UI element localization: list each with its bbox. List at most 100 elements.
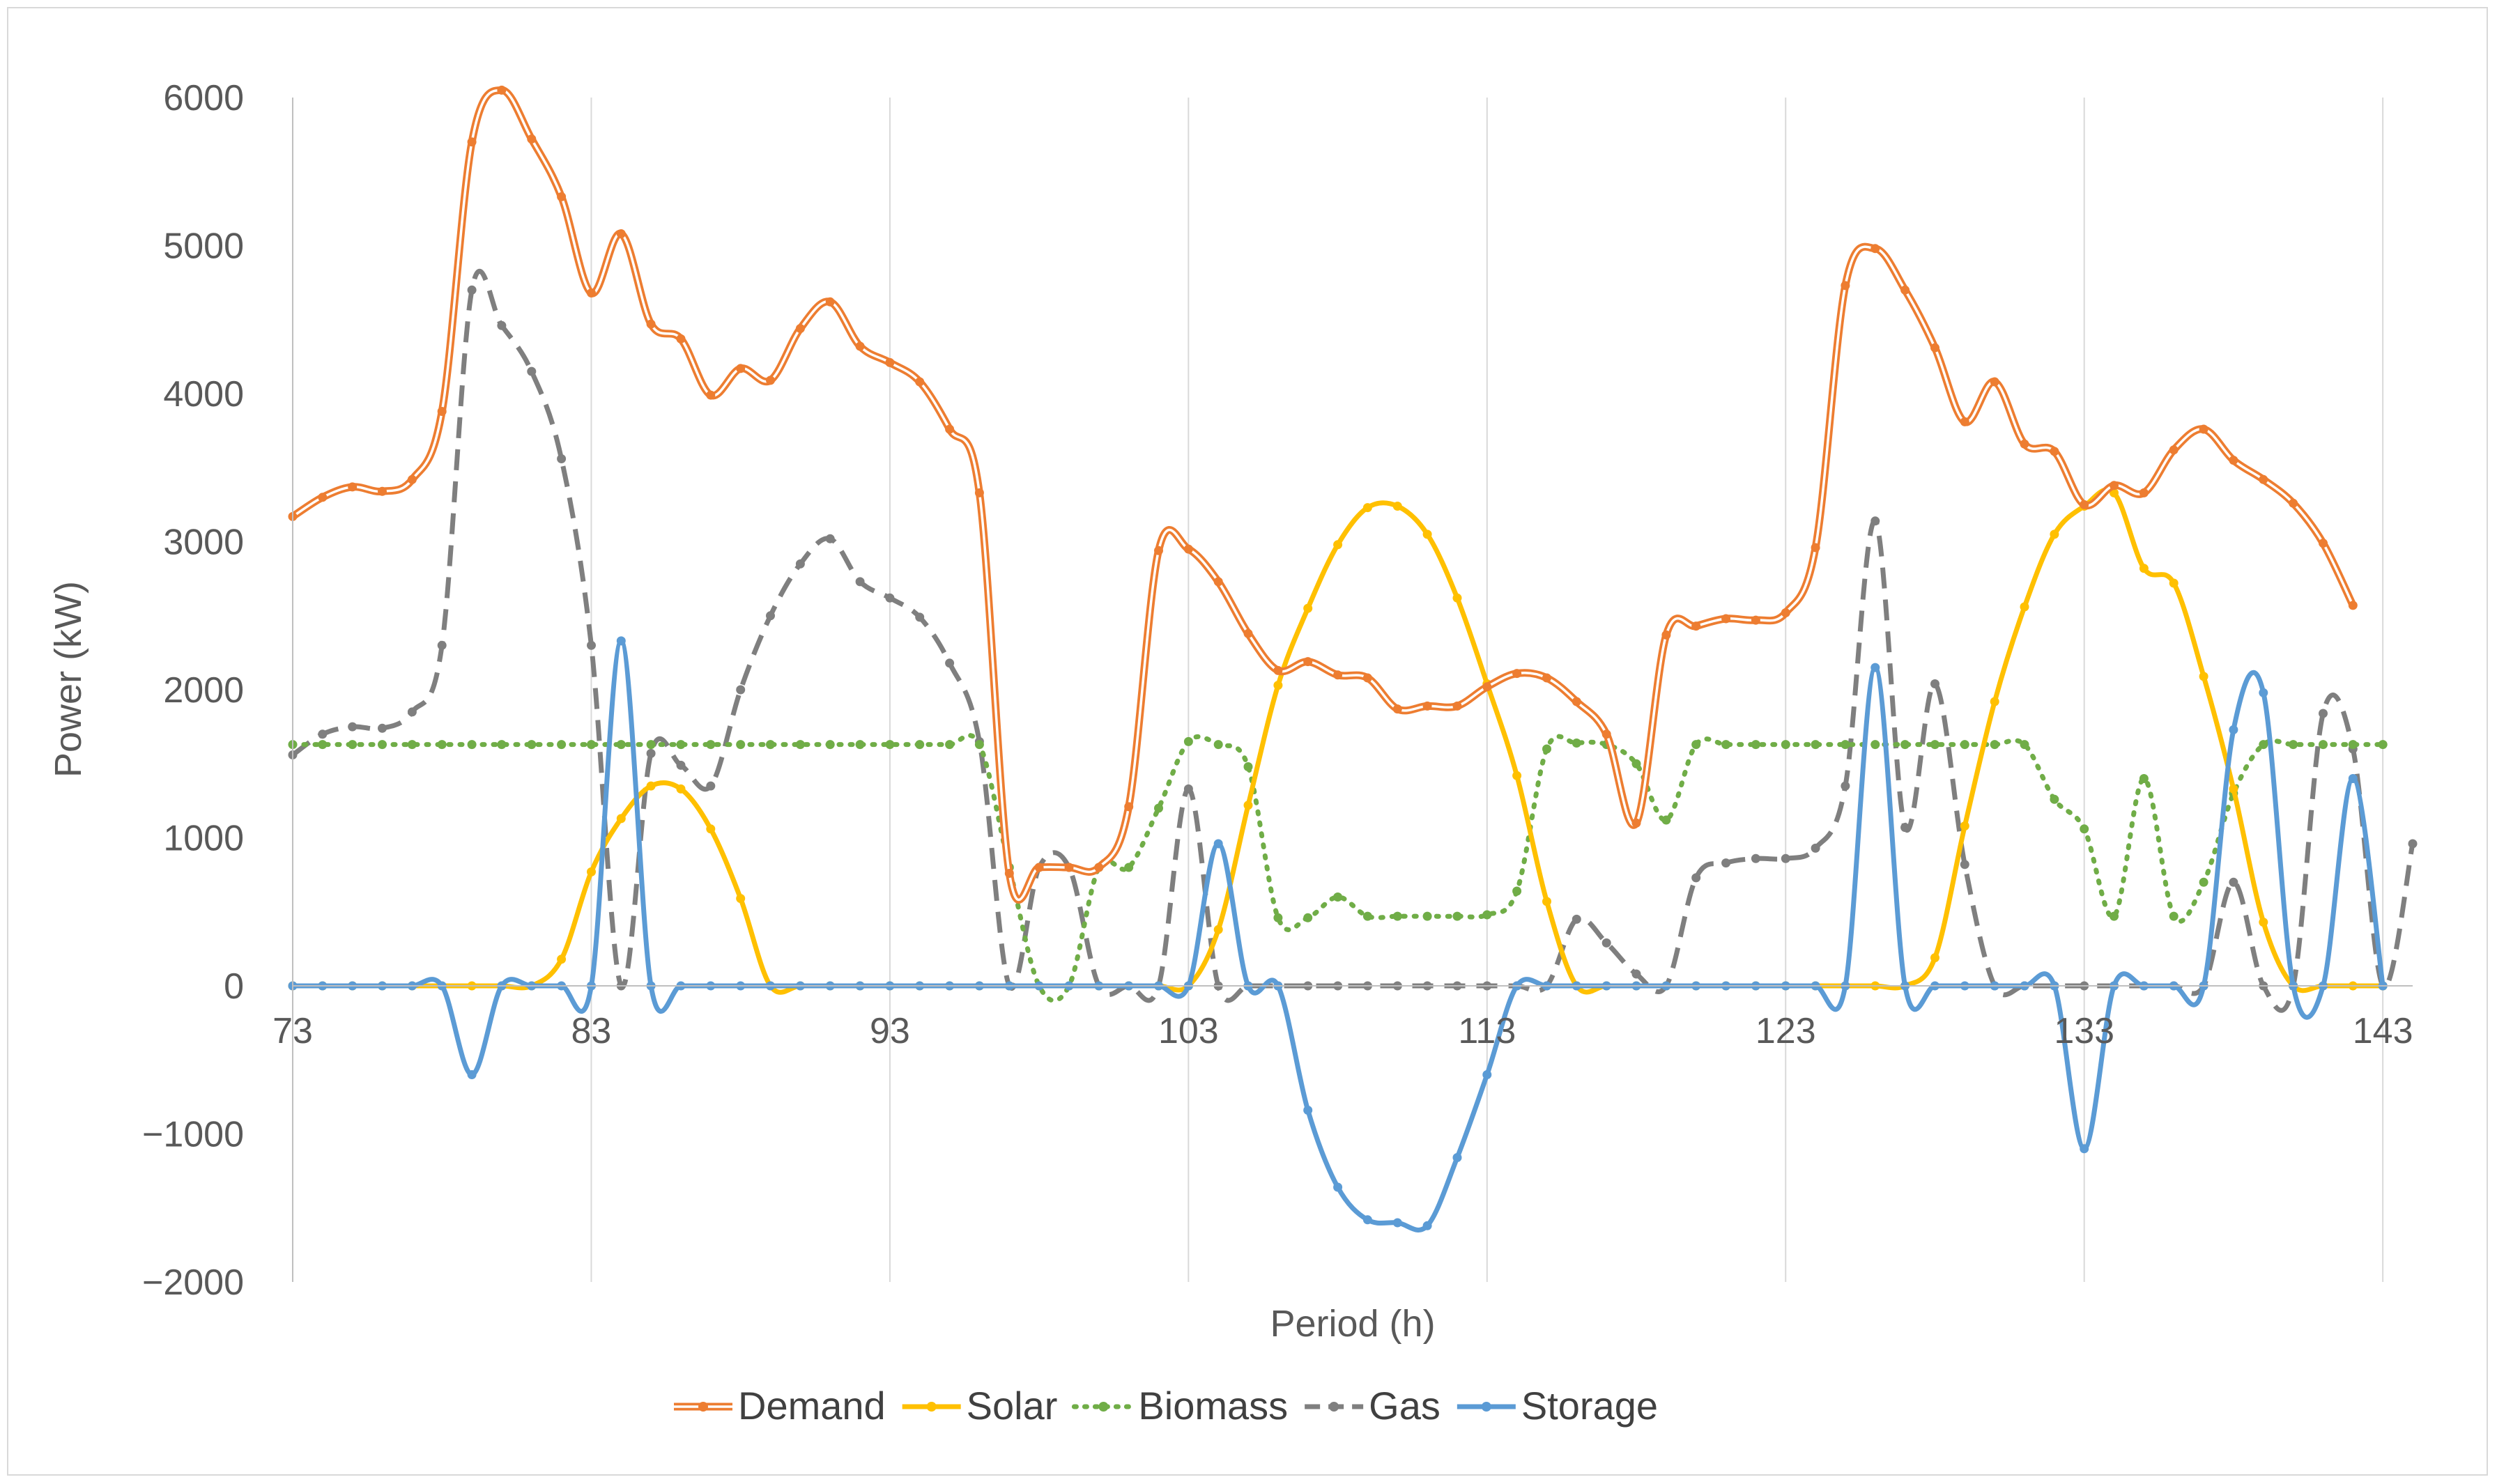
series-gas (288, 268, 2418, 1013)
legend-label-gas: Gas (1369, 1384, 1440, 1428)
legend: Demand Solar Biomass Gas Storage (674, 1384, 1658, 1428)
data-point-gas (1721, 858, 1731, 868)
data-point-biomass (1930, 740, 1939, 750)
data-point-gas (1900, 823, 1910, 833)
data-point-demand (587, 288, 596, 297)
data-point-gas (676, 760, 686, 770)
data-point-demand (497, 85, 507, 95)
data-point-gas (706, 781, 716, 791)
data-point-demand (1811, 543, 1820, 552)
y-axis-title: Power (kW) (47, 581, 89, 778)
data-point-demand (527, 134, 537, 144)
data-point-biomass (2110, 911, 2119, 921)
data-point-storage (1392, 1218, 1402, 1228)
data-point-biomass (1183, 736, 1193, 746)
data-point-gas (736, 685, 746, 695)
data-point-demand (1841, 281, 1850, 291)
data-point-gas (1183, 784, 1193, 794)
data-point-gas (1601, 938, 1611, 948)
data-point-solar (1960, 821, 1969, 830)
data-point-storage (1213, 839, 1223, 849)
legend-item-biomass: Biomass (1071, 1384, 1288, 1428)
data-point-demand (1542, 673, 1551, 683)
x-tick-label: 93 (870, 1011, 910, 1051)
x-tick-label: 123 (1755, 1011, 1816, 1051)
data-point-biomass (1870, 740, 1880, 750)
data-point-demand (2110, 481, 2119, 490)
data-point-gas (437, 640, 447, 650)
data-point-biomass (557, 740, 567, 750)
data-point-solar (676, 784, 686, 794)
data-point-demand (1034, 863, 1044, 872)
data-point-demand (2139, 488, 2149, 497)
data-point-demand (1422, 701, 1432, 711)
data-point-biomass (2319, 740, 2328, 750)
data-point-biomass (2259, 740, 2268, 750)
data-point-biomass (1482, 910, 1492, 920)
data-point-gas (795, 559, 805, 569)
data-point-storage (1333, 1182, 1343, 1192)
data-point-biomass (1960, 740, 1969, 750)
data-point-storage (1422, 1221, 1432, 1230)
data-point-biomass (1781, 740, 1790, 750)
data-point-demand (885, 357, 895, 367)
data-point-biomass (527, 740, 537, 750)
data-point-storage (616, 636, 626, 646)
data-point-gas (1781, 853, 1790, 863)
data-point-solar (1333, 540, 1343, 550)
data-point-gas (497, 320, 507, 330)
data-point-solar (1542, 897, 1551, 906)
data-point-gas (855, 577, 865, 587)
data-point-demand (318, 493, 328, 502)
data-point-biomass (736, 740, 746, 750)
data-point-demand (1004, 869, 1014, 878)
data-point-biomass (2348, 740, 2358, 750)
legend-item-storage: Storage (1457, 1384, 1658, 1428)
data-point-solar (1303, 603, 1313, 613)
y-tick-label: −2000 (142, 1262, 244, 1303)
legend-item-solar: Solar (902, 1384, 1057, 1428)
legend-marker-biomass (1098, 1402, 1109, 1412)
data-point-biomass (1751, 740, 1760, 750)
data-point-biomass (1124, 863, 1134, 872)
data-point-biomass (2080, 824, 2089, 834)
data-point-gas (348, 722, 358, 732)
data-point-gas (646, 748, 656, 758)
data-point-solar (557, 954, 567, 964)
data-point-storage (1362, 1215, 1372, 1225)
y-tick-label: 4000 (163, 374, 244, 415)
data-point-demand (646, 319, 656, 329)
series-line-gas (291, 268, 2415, 1013)
data-point-demand (1960, 417, 1969, 426)
data-point-solar (587, 867, 596, 876)
data-point-demand (1183, 544, 1193, 554)
data-point-gas (885, 593, 895, 603)
data-point-demand (1094, 863, 1104, 872)
data-point-gas (945, 658, 955, 668)
data-point-demand (1154, 546, 1163, 555)
data-point-demand (2080, 500, 2089, 509)
data-point-biomass (1154, 803, 1163, 813)
y-tick-label: 3000 (163, 523, 244, 563)
legend-item-demand: Demand (674, 1384, 886, 1428)
data-point-biomass (2289, 740, 2298, 750)
data-point-gas (1691, 873, 1701, 883)
data-point-demand (1930, 343, 1939, 353)
data-point-biomass (2020, 740, 2029, 750)
x-tick-label: 113 (1458, 1011, 1516, 1051)
data-point-demand (1333, 670, 1343, 680)
data-point-gas (1841, 781, 1850, 791)
data-point-biomass (766, 740, 775, 750)
x-tick-label: 133 (2054, 1011, 2114, 1051)
data-point-solar (646, 781, 656, 791)
data-point-demand (407, 474, 417, 484)
data-point-solar (1990, 697, 1999, 706)
data-point-biomass (855, 740, 865, 750)
data-point-demand (1601, 729, 1611, 739)
axes: 73 83 93 103 113 123 133 143−2000−1000010002000… (142, 78, 2413, 1303)
data-point-biomass (1333, 892, 1343, 902)
data-point-biomass (378, 740, 387, 750)
data-point-solar (1422, 530, 1432, 539)
data-point-demand (437, 407, 447, 416)
data-point-demand (1482, 682, 1492, 692)
